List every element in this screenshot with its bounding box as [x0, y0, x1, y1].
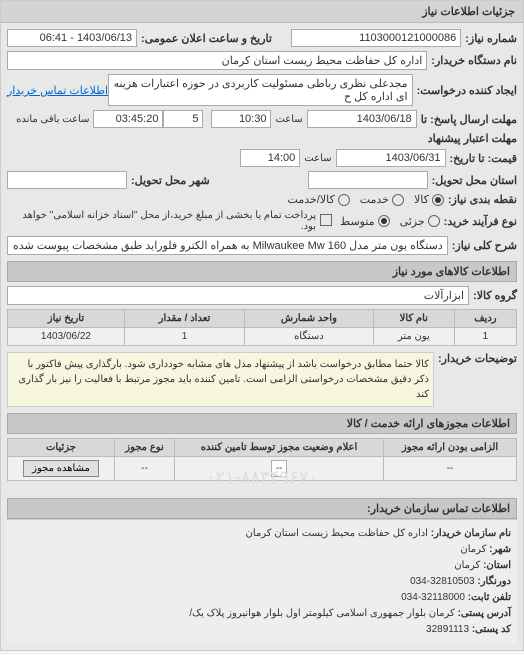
- status-select[interactable]: --: [271, 460, 288, 477]
- cell-qty: 1: [124, 328, 244, 346]
- panel-title: جزئیات اطلاعات نیاز: [1, 1, 523, 23]
- buyer-contact-link[interactable]: اطلاعات تماس خریدار: [7, 84, 108, 97]
- radio-dot-icon: [338, 194, 350, 206]
- cell-status: --: [175, 457, 384, 481]
- cell-row: 1: [454, 328, 516, 346]
- buyer-notes-box: کالا حتما مطابق درخواست باشد از پیشنهاد …: [7, 352, 434, 407]
- city-field: [7, 171, 127, 189]
- permits-header-row: الزامی بودن ارائه مجوز اعلام وضعیت مجوز …: [8, 439, 517, 457]
- cell-action: مشاهده مجوز: [8, 457, 115, 481]
- view-permit-button[interactable]: مشاهده مجوز: [23, 460, 99, 477]
- permits-row: -- -- -- مشاهده مجوز: [8, 457, 517, 481]
- permits-section-title: اطلاعات مجوزهای ارائه خدمت / کالا: [7, 413, 517, 434]
- radio-low[interactable]: جزئی: [400, 215, 440, 228]
- cell-name: یون متر: [373, 328, 454, 346]
- province-field: [308, 171, 428, 189]
- cell-type: --: [114, 457, 174, 481]
- col-unit: واحد شمارش: [245, 310, 374, 328]
- radio-goods[interactable]: کالا: [414, 193, 444, 206]
- purchase-note: پرداخت تمام یا بخشی از مبلغ خرید،از محل …: [11, 210, 316, 232]
- cell-date: 1403/06/22: [8, 328, 125, 346]
- announce-datetime-field: 1403/06/13 - 06:41: [7, 29, 137, 47]
- need-desc-label: شرح کلی نیاز:: [452, 239, 517, 252]
- radio-mid[interactable]: متوسط: [340, 215, 390, 228]
- checkbox-icon: [320, 214, 332, 226]
- contact-phone: 32810503-034: [410, 576, 475, 587]
- contact-fax-label: تلفن ثابت:: [468, 592, 511, 603]
- city-label: شهر محل تحویل:: [131, 174, 210, 187]
- buyer-org-field: اداره کل حفاظت محیط زیست استان کرمان: [7, 51, 427, 70]
- radio-dot-icon: [428, 215, 440, 227]
- contact-city-label: شهر:: [489, 544, 511, 555]
- contact-org-label: نام سازمان خریدار:: [431, 528, 511, 539]
- cell-mandatory: --: [384, 457, 517, 481]
- contact-title: اطلاعات تماس سازمان خریدار:: [7, 498, 517, 519]
- requester-field: مجدعلی نظری رباطی مسئولیت کاربردی در حوز…: [108, 74, 413, 106]
- purchase-type-label: نوع فرآیند خرید:: [444, 215, 517, 228]
- remain-days: 5: [163, 110, 203, 128]
- goods-group-label: گروه کالا:: [473, 289, 517, 302]
- contact-province-label: استان:: [483, 560, 511, 571]
- contact-post-label: کد پستی:: [472, 624, 511, 635]
- contact-org: اداره کل حفاظت محیط زیست استان کرمان: [246, 528, 428, 539]
- remain-time: 03:45:20: [93, 110, 163, 128]
- col-mandatory: الزامی بودن ارائه مجوز: [384, 439, 517, 457]
- valid-until-time: 14:00: [240, 149, 300, 167]
- contact-block: نام سازمان خریدار: اداره کل حفاظت محیط ز…: [7, 519, 517, 644]
- goods-table: ردیف نام کالا واحد شمارش تعداد / مقدار ت…: [7, 309, 517, 346]
- saat-label-2: ساعت: [304, 153, 331, 164]
- contact-province: کرمان: [454, 560, 480, 571]
- cell-unit: دستگاه: [245, 328, 374, 346]
- valid-until-prefix: قیمت: تا تاریخ:: [450, 152, 517, 165]
- contact-fax: 32118000-034: [401, 592, 465, 603]
- saat-label-1: ساعت: [275, 114, 302, 125]
- contact-address-label: آدرس پستی:: [458, 608, 511, 619]
- goods-service-label: نقطه بندی نیاز:: [448, 193, 517, 206]
- goods-section-title: اطلاعات کالاهای مورد نیاز: [7, 261, 517, 282]
- col-status: اعلام وضعیت مجوز توسط تامین کننده: [175, 439, 384, 457]
- col-name: نام کالا: [373, 310, 454, 328]
- table-header-row: ردیف نام کالا واحد شمارش تعداد / مقدار ت…: [8, 310, 517, 328]
- contact-address: کرمان بلوار جمهوری اسلامی کیلومتر اول بل…: [189, 608, 454, 619]
- radio-dot-icon: [392, 194, 404, 206]
- announce-datetime-label: تاریخ و ساعت اعلان عمومی:: [141, 32, 272, 45]
- buyer-org-label: نام دستگاه خریدار:: [431, 54, 517, 67]
- request-number-label: شماره نیاز:: [465, 32, 517, 45]
- col-qty: تعداد / مقدار: [124, 310, 244, 328]
- buyer-notes-label: توضیحات خریدار:: [438, 352, 517, 365]
- need-details-panel: جزئیات اطلاعات نیاز شماره نیاز: 11030001…: [0, 0, 524, 651]
- contact-post: 32891113: [426, 624, 469, 635]
- col-type: نوع مجوز: [114, 439, 174, 457]
- goods-service-radio-group: کالا خدمت کالا/خدمت: [288, 193, 444, 206]
- valid-until-label: مهلت اعتبار پیشنهاد: [428, 132, 517, 145]
- remain-suffix: ساعت باقی مانده: [16, 114, 89, 125]
- purchase-note-checkbox[interactable]: [320, 214, 332, 229]
- request-number-field: 1103000121000086: [291, 29, 461, 47]
- deadline-send-label: مهلت ارسال پاسخ: تا: [421, 113, 517, 126]
- col-date: تاریخ نیاز: [8, 310, 125, 328]
- goods-group-field: ابزارآلات: [7, 286, 469, 305]
- deadline-send-time: 10:30: [211, 110, 271, 128]
- province-label: استان محل تحویل:: [432, 174, 517, 187]
- radio-dot-icon: [378, 215, 390, 227]
- requester-label: ایجاد کننده درخواست:: [417, 84, 517, 97]
- col-action: جزئیات: [8, 439, 115, 457]
- purchase-type-radio-group: جزئی متوسط: [340, 215, 440, 228]
- deadline-send-date: 1403/06/18: [307, 110, 417, 128]
- contact-city: کرمان: [460, 544, 486, 555]
- radio-service[interactable]: خدمت: [360, 193, 404, 206]
- table-row: 1 یون متر دستگاه 1 1403/06/22: [8, 328, 517, 346]
- valid-until-date: 1403/06/31: [336, 149, 446, 167]
- permits-table: الزامی بودن ارائه مجوز اعلام وضعیت مجوز …: [7, 438, 517, 481]
- need-desc-field: دستگاه یون متر مدل Milwaukee Mw 160 به ه…: [7, 236, 448, 255]
- contact-phone-label: دورنگار:: [477, 576, 511, 587]
- radio-both[interactable]: کالا/خدمت: [288, 193, 350, 206]
- radio-dot-icon: [432, 194, 444, 206]
- col-row: ردیف: [454, 310, 516, 328]
